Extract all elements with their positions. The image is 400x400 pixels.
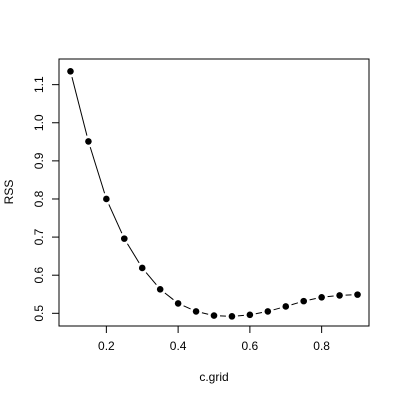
x-tick-label: 0.2 bbox=[98, 339, 115, 353]
y-tick-label: 0.7 bbox=[32, 228, 46, 245]
data-point bbox=[300, 297, 307, 305]
y-tick-label: 0.5 bbox=[32, 305, 46, 322]
data-point bbox=[210, 312, 218, 319]
series-line-segment bbox=[273, 307, 281, 311]
y-axis: 0.5 0.6 0.7 0.8 0.9 1.0 1.1 bbox=[32, 76, 60, 322]
data-point bbox=[318, 294, 325, 301]
x-tick-label: 0.4 bbox=[170, 339, 187, 353]
data-point bbox=[121, 235, 128, 242]
series-line-segment bbox=[237, 314, 244, 317]
data-point bbox=[282, 303, 290, 310]
data-point bbox=[174, 300, 182, 307]
y-tick-label: 0.8 bbox=[32, 190, 46, 207]
data-point bbox=[67, 68, 74, 75]
series-line-segment bbox=[327, 295, 334, 298]
series-line-segment bbox=[89, 147, 106, 194]
series-line-segment bbox=[309, 298, 316, 301]
data-point bbox=[354, 291, 361, 298]
x-tick-label: 0.6 bbox=[242, 339, 259, 353]
data-point bbox=[246, 311, 254, 319]
x-tick-label: 0.8 bbox=[313, 339, 330, 353]
data-point bbox=[192, 308, 200, 315]
x-axis: 0.2 0.4 0.6 0.8 bbox=[98, 325, 330, 353]
series-line-segment bbox=[183, 305, 191, 310]
data-point bbox=[103, 195, 110, 203]
plot-frame bbox=[58, 58, 370, 327]
y-tick-label: 0.9 bbox=[32, 152, 46, 169]
series-line-segment bbox=[71, 76, 88, 136]
series-group bbox=[67, 68, 361, 320]
y-tick-label: 1.1 bbox=[32, 76, 46, 93]
series-line-segment bbox=[291, 302, 299, 306]
y-tick-label: 1.0 bbox=[32, 114, 46, 131]
data-point bbox=[156, 285, 164, 293]
data-point bbox=[228, 313, 236, 320]
series-line-segment bbox=[127, 243, 140, 264]
x-axis-label: c.grid bbox=[199, 370, 228, 384]
series-line-segment bbox=[145, 272, 157, 286]
data-point bbox=[264, 308, 272, 315]
series-line-segment bbox=[108, 204, 123, 234]
y-axis-label: RSS bbox=[2, 180, 16, 205]
data-point bbox=[336, 292, 343, 299]
series-line-segment bbox=[164, 292, 174, 301]
series-line-segment bbox=[255, 312, 263, 315]
data-point bbox=[138, 264, 146, 272]
series-line-segment bbox=[201, 312, 209, 315]
y-tick-label: 0.6 bbox=[32, 267, 46, 284]
data-point bbox=[85, 138, 92, 145]
